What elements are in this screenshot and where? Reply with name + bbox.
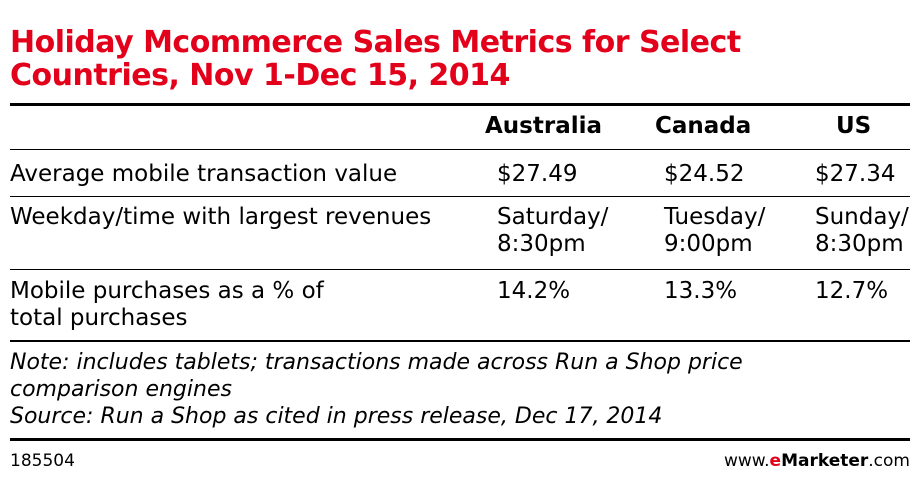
cell-value: 12.7% [815, 278, 889, 304]
column-header-australia: Australia [485, 113, 603, 139]
cell-value-line-1: Tuesday/ [664, 204, 766, 230]
row-label-line-2: total purchases [10, 305, 188, 331]
header-rule [10, 149, 910, 150]
cell-value-line-2: 8:30pm [815, 231, 904, 257]
cell-mobile-share-us: 12.7% [815, 278, 888, 305]
note-text: Note: includes tablets; transactions mad… [10, 349, 743, 430]
column-header-canada: Canada [655, 113, 752, 139]
chart-title-line-2: Countries, Nov 1-Dec 15, 2014 [10, 58, 510, 93]
cell-value: 14.2% [497, 278, 571, 304]
cell-weekday-australia: Saturday/ 8:30pm [497, 204, 608, 258]
brand-e-letter: e [769, 451, 782, 471]
cell-value-line-2: 9:00pm [664, 231, 753, 257]
row-label-line: Weekday/time with largest revenues [10, 204, 432, 230]
brand-suffix: .com [868, 451, 910, 471]
table-bottom-rule [10, 340, 910, 342]
row-label-mobile-purchases: Mobile purchases as a % of total purchas… [10, 278, 324, 332]
cell-mobile-share-australia: 14.2% [497, 278, 570, 305]
cell-weekday-canada: Tuesday/ 9:00pm [664, 204, 765, 258]
cell-value: $24.52 [664, 161, 745, 187]
brand-url: www.eMarketer.com [724, 450, 910, 472]
column-header-us: US [836, 113, 872, 139]
cell-value-line-1: Sunday/ [815, 204, 909, 230]
top-rule [10, 103, 910, 106]
cell-value: 13.3% [664, 278, 738, 304]
row-rule-1 [10, 196, 910, 197]
source-line: Source: Run a Shop as cited in press rel… [10, 404, 663, 429]
cell-value: $27.49 [497, 161, 578, 187]
row-rule-2 [10, 269, 910, 270]
row-label-line-1: Mobile purchases as a % of [10, 278, 324, 304]
brand-name: Marketer [781, 451, 869, 471]
chart-title: Holiday Mcommerce Sales Metrics for Sele… [10, 26, 910, 92]
cell-avg-transaction-canada: $24.52 [664, 161, 744, 188]
cell-weekday-us: Sunday/ 8:30pm [815, 204, 909, 258]
cell-avg-transaction-australia: $27.49 [497, 161, 577, 188]
row-label-line: Average mobile transaction value [10, 161, 398, 187]
cell-mobile-share-canada: 13.3% [664, 278, 737, 305]
brand-prefix: www. [723, 451, 770, 471]
footer-rule [10, 438, 910, 441]
note-line-1: Note: includes tablets; transactions mad… [10, 350, 743, 375]
cell-value-line-2: 8:30pm [497, 231, 586, 257]
cell-value: $27.34 [815, 161, 896, 187]
row-label-avg-transaction: Average mobile transaction value [10, 161, 397, 188]
chart-title-line-1: Holiday Mcommerce Sales Metrics for Sele… [10, 25, 741, 60]
note-line-2: comparison engines [10, 377, 232, 402]
cell-avg-transaction-us: $27.34 [815, 161, 895, 188]
cell-value-line-1: Saturday/ [497, 204, 609, 230]
row-label-weekday-time: Weekday/time with largest revenues [10, 204, 431, 231]
chart-id: 185504 [10, 451, 75, 471]
